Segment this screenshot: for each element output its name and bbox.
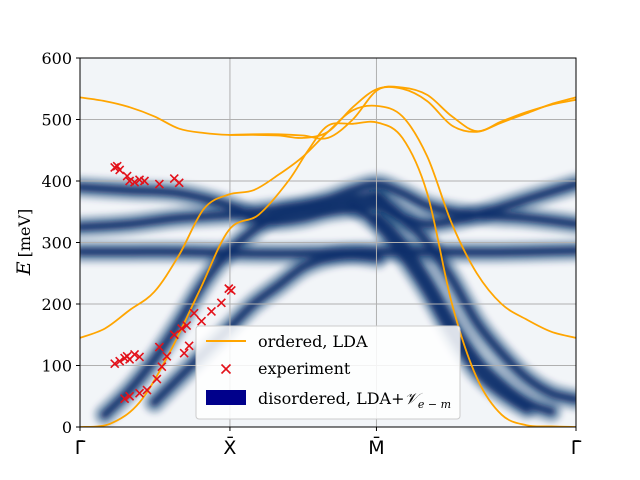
ordered-lda-branch	[228, 85, 576, 140]
experiment-point	[226, 285, 236, 296]
legend-marker-sample	[220, 363, 232, 375]
experiment-point	[122, 171, 132, 181]
experiment-point	[139, 176, 150, 186]
y-axis-ticks: 0 100 200 300 400 500 600	[41, 49, 80, 437]
x-tick-label: Γ̄	[75, 437, 86, 459]
x-tick-label: Γ̄	[571, 437, 582, 459]
experiment-point	[129, 349, 140, 359]
experiment-point	[169, 330, 179, 340]
experiment-point	[134, 352, 145, 362]
experiment-point	[129, 177, 140, 187]
y-tick-label: 400	[41, 172, 72, 191]
experiment-point	[196, 316, 207, 326]
experiment-point	[120, 394, 130, 404]
x-tick-label: M̄	[368, 435, 384, 459]
legend-label-disordered-sub: e − m	[418, 398, 451, 411]
spectral-band	[100, 191, 383, 420]
y-tick-label: 600	[41, 49, 72, 68]
experiment-point	[179, 348, 189, 358]
legend-label-disordered-text: disordered, LDA+	[258, 389, 405, 408]
legend-box	[195, 325, 461, 420]
y-tick-label: 500	[41, 111, 72, 130]
y-tick-label: 200	[41, 295, 72, 314]
experiment-point	[115, 356, 125, 366]
y-axis-label-var: E	[13, 261, 35, 276]
x-tick-label: X̄	[223, 435, 236, 459]
experiment-point	[157, 362, 167, 372]
experiment-point	[152, 374, 162, 384]
experiment-point	[110, 162, 120, 173]
experiment-point	[110, 359, 120, 369]
y-tick-label: 300	[41, 234, 72, 253]
experiment-point	[112, 161, 122, 171]
legend-patch-sample	[206, 390, 246, 405]
experiment-point	[177, 324, 187, 334]
experiment-point	[154, 179, 164, 189]
experiment-point	[162, 351, 172, 361]
legend: ordered, LDA experiment disordered, LDA+…	[195, 325, 461, 420]
y-tick-label: 0	[62, 418, 72, 437]
experiment-point	[125, 391, 135, 401]
experiment-point	[182, 320, 192, 331]
experiment-point	[216, 298, 226, 308]
spectral-band	[348, 201, 531, 414]
experiment-point	[134, 388, 145, 398]
y-tick-label: 100	[41, 357, 72, 376]
experiment-point	[206, 306, 217, 316]
spectral-band	[373, 191, 576, 404]
legend-label-ordered-lda: ordered, LDA	[258, 332, 368, 351]
experiment-markers	[110, 161, 236, 404]
experiment-point	[174, 178, 184, 188]
experiment-point	[154, 342, 164, 352]
y-axis-label-unit: [meV]	[15, 209, 34, 258]
experiment-point	[189, 308, 199, 318]
experiment-point	[184, 341, 194, 351]
legend-marker-cross	[220, 363, 232, 375]
experiment-point	[142, 385, 152, 395]
x-axis-ticks: Γ̄ X̄ M̄ Γ̄	[75, 427, 582, 459]
ordered-lda-lines	[80, 85, 576, 427]
ordered-lda-branch	[80, 120, 576, 427]
y-axis-label: E [meV]	[13, 209, 35, 277]
legend-label-experiment: experiment	[258, 359, 351, 378]
